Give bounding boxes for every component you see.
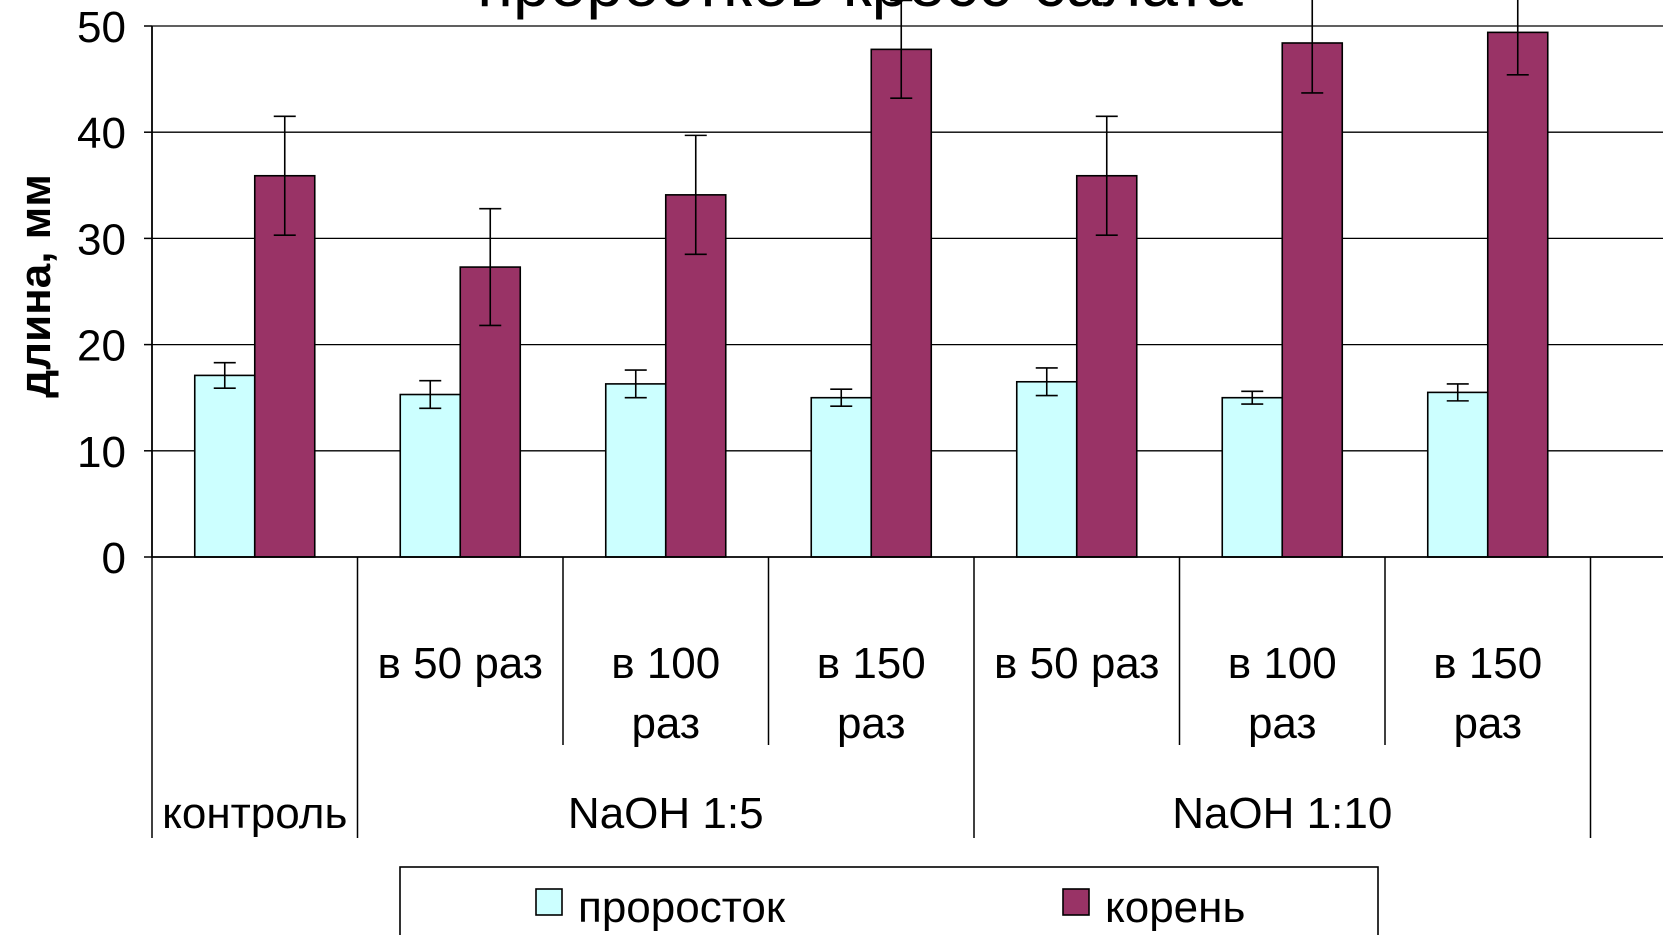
legend-label: корень bbox=[1105, 883, 1245, 932]
x-tick-label: в 150 раз bbox=[817, 639, 926, 748]
x-tick-label: в 50 раз bbox=[994, 639, 1159, 688]
bar-sprout bbox=[810, 396, 873, 558]
y-tick-label: 0 bbox=[102, 534, 126, 583]
x-tick-label-line: в 150 bbox=[1433, 639, 1542, 688]
y-tick-label: 30 bbox=[77, 215, 126, 264]
bar-sprout bbox=[604, 383, 667, 558]
legend-box bbox=[399, 866, 1379, 940]
x-tick-label: в 100 раз bbox=[1228, 639, 1337, 748]
bar-sprout bbox=[1426, 391, 1489, 558]
x-tick-labels: в 50 раз в 100 раз в 150 раз в 50 раз в 100 раз… bbox=[162, 639, 1542, 838]
bar-sprout bbox=[193, 374, 256, 558]
legend-label: проросток bbox=[578, 883, 786, 932]
y-tick-label: 20 bbox=[77, 322, 126, 371]
x-tick-label: в 50 раз bbox=[378, 639, 543, 688]
x-group-label: контроль bbox=[162, 789, 347, 838]
legend-swatch bbox=[1062, 888, 1090, 916]
bar-root bbox=[253, 174, 316, 558]
x-tick-label-line: в 150 bbox=[817, 639, 926, 688]
x-tick-label-line: в 100 bbox=[1228, 639, 1337, 688]
bar-root bbox=[1486, 31, 1549, 558]
x-tick-label-line: раз bbox=[631, 699, 700, 748]
x-group-label: NaOH 1:5 bbox=[568, 789, 764, 838]
legend-swatch bbox=[535, 888, 563, 916]
x-tick-label-line: в 100 bbox=[611, 639, 720, 688]
bars bbox=[193, 31, 1549, 558]
y-axis-label: длина, мм bbox=[11, 174, 60, 398]
legend: проросток корень bbox=[399, 866, 1379, 940]
x-tick-label-line: раз bbox=[837, 699, 906, 748]
chart-title: проростков кресс-салата bbox=[477, 0, 1243, 20]
x-tick-label: в 100 раз bbox=[611, 639, 720, 748]
y-tick-label: 50 bbox=[77, 3, 126, 52]
error-bars bbox=[213, 0, 1529, 410]
bar-root bbox=[1281, 42, 1344, 558]
bar-root bbox=[870, 48, 933, 558]
x-group-label: NaOH 1:10 bbox=[1172, 789, 1392, 838]
x-tick-label: в 150 раз bbox=[1433, 639, 1542, 748]
bar-sprout bbox=[1015, 380, 1078, 558]
y-tick-label: 40 bbox=[77, 109, 126, 158]
x-tick-label-line: раз bbox=[1248, 699, 1317, 748]
bar-sprout bbox=[1221, 396, 1284, 558]
bar-sprout bbox=[399, 393, 462, 558]
axes: 0 10 20 30 40 50 bbox=[77, 3, 1663, 838]
x-tick-label-line: раз bbox=[1453, 699, 1522, 748]
y-tick-label: 10 bbox=[77, 428, 126, 477]
